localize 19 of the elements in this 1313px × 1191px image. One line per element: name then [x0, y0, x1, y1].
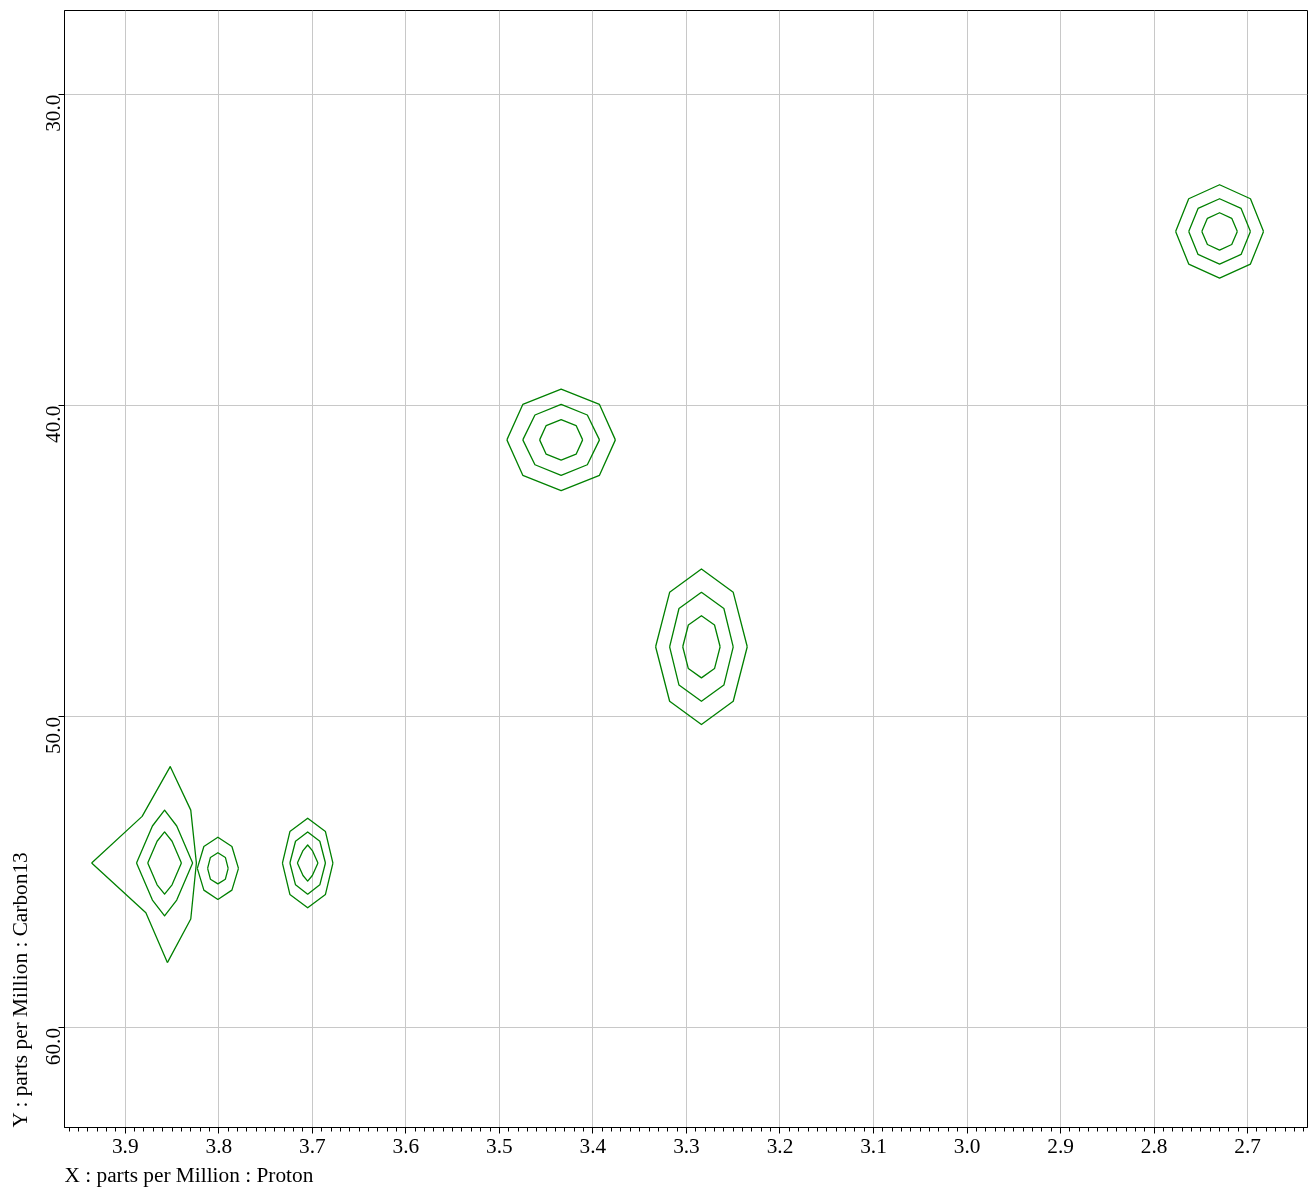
x-tick-label: 2.9 [1047, 1133, 1074, 1158]
y-tick-label: 30.0 [41, 94, 66, 132]
y-tick-label: 40.0 [41, 405, 66, 443]
x-tick-label: 3.3 [673, 1133, 700, 1158]
x-tick-label: 3.5 [486, 1133, 513, 1158]
x-tick-label: 3.2 [766, 1133, 794, 1158]
x-tick-label: 2.8 [1140, 1133, 1168, 1158]
x-axis-title: X : parts per Million : Proton [64, 1162, 314, 1187]
x-tick-label: 3.6 [392, 1133, 420, 1158]
y-axis-title: Y : parts per Million : Carbon13 [7, 852, 32, 1128]
x-tick-label: 3.7 [299, 1133, 327, 1158]
y-tick-label: 60.0 [41, 1027, 66, 1066]
x-tick-label: 3.9 [111, 1133, 139, 1158]
x-tick-label: 2.7 [1234, 1133, 1262, 1158]
x-tick-label: 3.4 [579, 1133, 607, 1158]
x-tick-label: 3.1 [860, 1133, 887, 1158]
y-tick-label: 50.0 [41, 716, 66, 755]
x-tick-label: 3.0 [953, 1133, 981, 1158]
x-tick-label: 3.8 [205, 1133, 233, 1158]
